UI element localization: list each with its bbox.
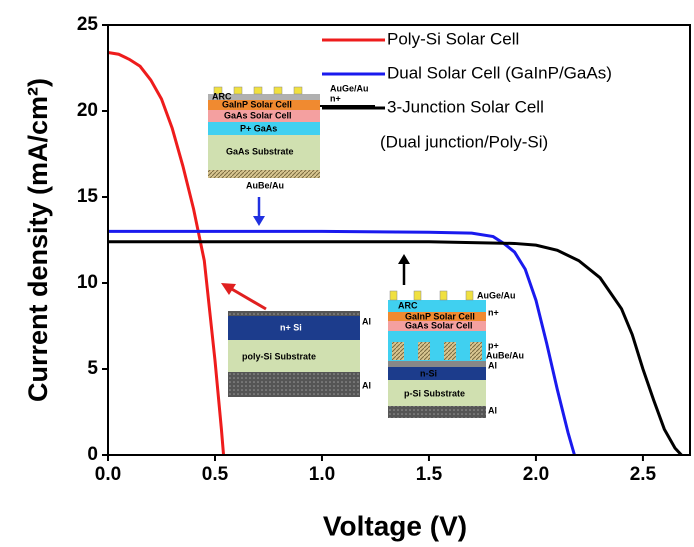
legend-label: 3-Junction Solar Cell (387, 97, 544, 116)
inset-label: AuGe/Au (330, 83, 369, 93)
legend-label: Dual Solar Cell (GaInP/GaAs) (387, 63, 612, 82)
y-tick-label: 0 (87, 444, 98, 465)
x-axis-title: Voltage (V) (323, 510, 467, 541)
inset-label: poly-Si Substrate (242, 351, 316, 361)
x-tick-label: 1.5 (416, 464, 443, 485)
inset-label: GaAs Solar Cell (405, 320, 473, 330)
x-tick-label: 0.5 (202, 464, 229, 485)
x-tick-label: 2.0 (523, 464, 549, 485)
inset-label: ARC (398, 300, 418, 310)
inset-label: AuBe/Au (486, 350, 524, 360)
inset-label: P+ GaAs (240, 123, 277, 133)
y-tick-label: 20 (77, 100, 98, 121)
x-tick-label: 0.0 (95, 464, 121, 485)
inset-label: n+ Si (280, 322, 302, 332)
inset-label: Al (488, 405, 497, 415)
inset-label: AuGe/Au (477, 290, 516, 300)
inset-label: AuBe/Au (246, 180, 284, 190)
inset-label: GaInP Solar Cell (222, 99, 292, 109)
inset-label: Al (362, 316, 371, 326)
inset-label: p+ (488, 340, 499, 350)
inset-label: p-Si Substrate (404, 388, 465, 398)
x-tick-label: 1.0 (309, 464, 335, 485)
arrows (221, 197, 410, 309)
y-tick-label: 10 (77, 272, 98, 293)
y-axis-title: Current density (mA/cm²) (23, 78, 53, 402)
inset-label: n-Si (420, 368, 437, 378)
legend-label: Poly-Si Solar Cell (387, 29, 519, 48)
y-tick-label: 25 (77, 14, 99, 35)
y-tick-label: 5 (87, 358, 98, 379)
inset-label: n+ (330, 93, 341, 103)
chart: Voltage (V) Current density (mA/cm²) (0, 0, 694, 547)
inset-label: Al (488, 360, 497, 370)
x-tick-label: 2.5 (630, 464, 657, 485)
inset-label: n+ (488, 307, 499, 317)
inset-label: GaAs Solar Cell (224, 110, 292, 120)
y-tick-label: 15 (77, 186, 99, 207)
legend-note: (Dual junction/Poly-Si) (380, 132, 548, 151)
inset-label: GaAs Substrate (226, 146, 294, 156)
inset-label: Al (362, 380, 371, 390)
